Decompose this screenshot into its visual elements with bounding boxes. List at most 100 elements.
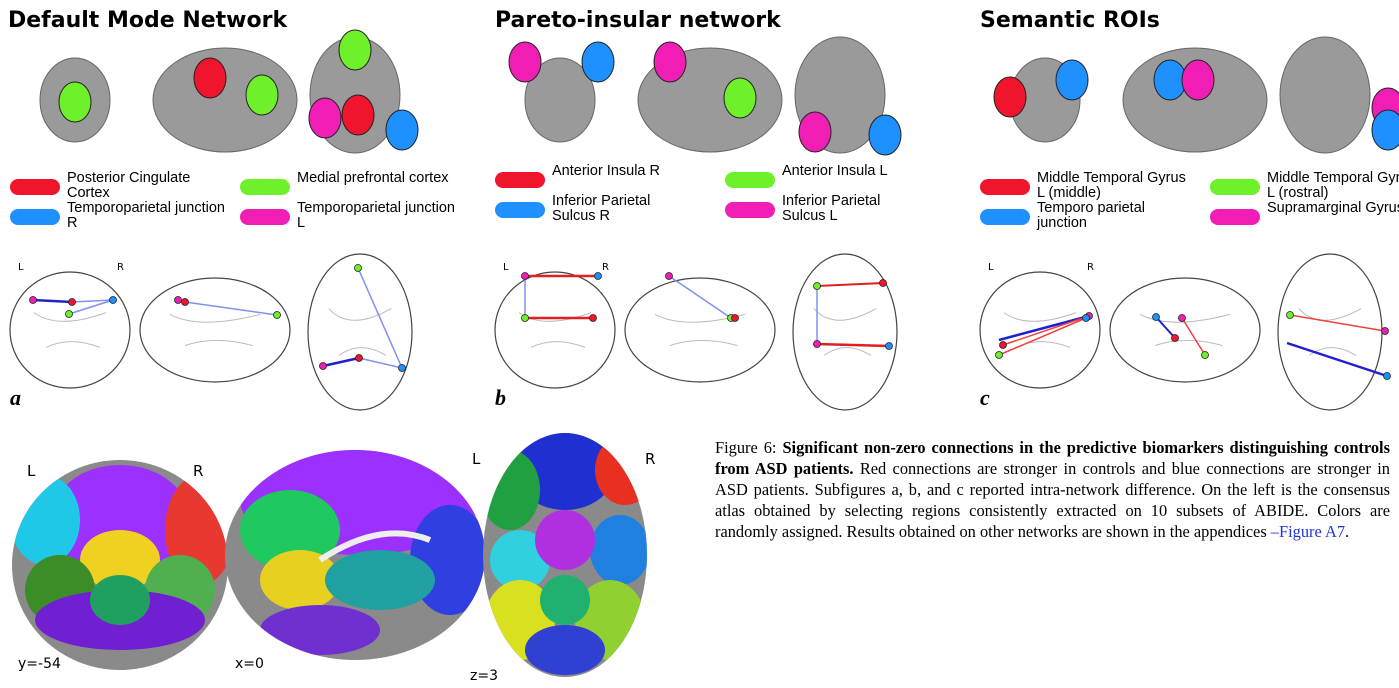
sulci xyxy=(1298,308,1362,356)
legend-label: Posterior Cingulate Cortex xyxy=(67,170,191,201)
roi-blob xyxy=(193,57,227,99)
legend-swatch xyxy=(725,172,775,188)
connection xyxy=(71,299,114,303)
legend-label: Anterior Insula L xyxy=(782,163,888,179)
roi-node xyxy=(355,354,363,362)
atlas-orient: R xyxy=(193,462,204,480)
legend-swatch xyxy=(980,209,1030,225)
caption-text: Red connections are stronger in controls… xyxy=(715,459,1390,541)
atlas-orient: L xyxy=(27,462,36,480)
legend-swatch xyxy=(10,179,60,195)
roi-node xyxy=(1381,327,1389,335)
atlas-sagittal xyxy=(225,450,485,660)
glass-brain xyxy=(9,271,131,389)
panel-title: Semantic ROIs xyxy=(980,8,1160,33)
connection xyxy=(1289,314,1386,332)
legend-swatch xyxy=(495,172,545,188)
slice-coord: x=0 xyxy=(235,656,264,672)
roi-node xyxy=(879,279,887,287)
roi-blob xyxy=(868,114,902,156)
roi-node xyxy=(29,296,37,304)
brain-slice xyxy=(152,47,298,153)
roi-node xyxy=(594,272,602,280)
roi-node xyxy=(885,342,893,350)
glass-brain xyxy=(624,277,776,383)
legend-label: Supramarginal Gyrus xyxy=(1267,200,1399,216)
connection xyxy=(1286,341,1388,378)
panel-letter: a xyxy=(10,385,21,410)
orient-label: L xyxy=(988,262,994,273)
atlas-orient: L xyxy=(472,450,481,468)
roi-blob xyxy=(723,77,757,119)
caption-bold: Significant non-zero connections in the … xyxy=(715,438,1390,478)
glass-brain xyxy=(307,253,413,411)
roi-blob xyxy=(653,41,687,83)
roi-node xyxy=(999,341,1007,349)
brain-slice xyxy=(524,57,596,143)
legend-swatch xyxy=(240,209,290,225)
glass-brain xyxy=(792,253,898,411)
legend-label: Anterior Insula R xyxy=(552,163,660,179)
orient-label: L xyxy=(503,262,509,273)
roi-blob xyxy=(58,81,92,123)
legend-label: Inferior Parietal Sulcus L xyxy=(782,193,881,224)
figure-link[interactable]: –Figure A7 xyxy=(1270,522,1346,541)
legend-swatch xyxy=(980,179,1030,195)
legend-label: Temporoparietal junction L xyxy=(297,200,455,231)
connection xyxy=(998,317,1087,356)
legend-swatch xyxy=(1210,209,1260,225)
legend-label: Middle Temporal Gyrus L (rostral) xyxy=(1267,170,1399,201)
roi-node xyxy=(65,310,73,318)
connection xyxy=(816,282,884,287)
panel-title: Pareto-insular network xyxy=(495,8,781,33)
roi-node xyxy=(813,282,821,290)
connection xyxy=(322,356,360,368)
connection xyxy=(68,299,114,315)
roi-node xyxy=(1178,314,1186,322)
slice-coord: z=3 xyxy=(470,668,498,684)
legend-swatch xyxy=(1210,179,1260,195)
sulci xyxy=(813,308,877,356)
glass-brain xyxy=(494,271,616,389)
roi-node xyxy=(174,296,182,304)
atlas-orient: R xyxy=(645,450,656,468)
slice-coord: y=-54 xyxy=(18,656,61,672)
roi-blob xyxy=(385,109,419,151)
roi-node xyxy=(354,264,362,272)
roi-node xyxy=(665,272,673,280)
roi-node xyxy=(181,298,189,306)
roi-node xyxy=(1383,372,1391,380)
roi-blob xyxy=(1153,59,1187,101)
figure-label: Figure 6: xyxy=(715,438,777,457)
orient-label: R xyxy=(602,262,609,273)
sulci xyxy=(328,308,392,356)
roi-node xyxy=(398,364,406,372)
roi-node xyxy=(731,314,739,322)
connection xyxy=(357,267,403,369)
roi-blob xyxy=(1055,59,1089,101)
roi-blob xyxy=(245,74,279,116)
legend-swatch xyxy=(240,179,290,195)
connection xyxy=(1002,315,1090,346)
legend-label: Middle Temporal Gyrus L (middle) xyxy=(1037,170,1186,201)
roi-blob xyxy=(341,94,375,136)
glass-brain xyxy=(1109,277,1261,383)
panel-letter: c xyxy=(980,385,990,410)
roi-node xyxy=(1171,334,1179,342)
roi-blob xyxy=(508,41,542,83)
legend-label: Inferior Parietal Sulcus R xyxy=(552,193,651,224)
glass-brain xyxy=(1277,253,1383,411)
roi-node xyxy=(1152,313,1160,321)
atlas-axial xyxy=(483,433,647,677)
roi-node xyxy=(995,351,1003,359)
roi-blob xyxy=(338,29,372,71)
orient-label: R xyxy=(117,262,124,273)
connection xyxy=(184,301,278,316)
sulci xyxy=(1139,313,1231,347)
panel-title: Default Mode Network xyxy=(8,8,288,33)
sulci xyxy=(169,313,261,347)
connection xyxy=(358,357,403,369)
roi-blob xyxy=(1181,59,1215,101)
